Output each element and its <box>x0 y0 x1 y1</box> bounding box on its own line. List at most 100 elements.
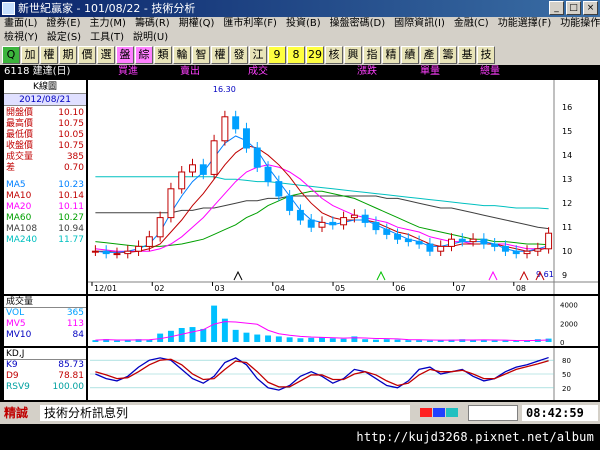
toolbar-button[interactable]: 籌 <box>439 46 457 64</box>
toolbar-button[interactable]: 類 <box>154 46 172 64</box>
menu-item[interactable]: 國際資訊(I) <box>394 18 445 29</box>
progress-field <box>468 405 518 421</box>
menu-item[interactable]: 證券(E) <box>46 18 81 29</box>
status-brand: 精誠 <box>4 405 34 421</box>
info-row: MV5 113 <box>4 319 86 330</box>
toolbar-button[interactable]: 價 <box>78 46 96 64</box>
volume-bar <box>254 334 261 342</box>
menu-item[interactable]: 主力(M) <box>89 18 126 29</box>
candle-body <box>189 164 196 173</box>
kd-line-d9 <box>95 358 549 388</box>
volume-bar <box>135 339 142 342</box>
volume-bar <box>114 340 120 342</box>
signal-triangle <box>376 270 386 281</box>
connection-indicator <box>420 408 458 417</box>
candle-body <box>91 250 99 253</box>
toolbar-button[interactable]: 指 <box>363 46 381 64</box>
close-button[interactable]: × <box>583 1 598 15</box>
menu-item[interactable]: 匯市利率(F) <box>223 18 277 29</box>
toolbar-button[interactable]: 產 <box>420 46 438 64</box>
toolbar-button[interactable]: 技 <box>477 46 495 64</box>
info-row: VOL 365 <box>4 308 86 319</box>
candle-body <box>415 241 423 245</box>
menu-item[interactable]: 工具(T) <box>90 32 124 43</box>
info-label: MA10 <box>6 191 32 201</box>
candle-body <box>329 221 337 226</box>
menu-item[interactable]: 投資(B) <box>285 18 321 29</box>
toolbar-button[interactable]: 權 <box>40 46 58 64</box>
volume-panel-title: 成交量 <box>4 296 86 308</box>
candlestick-chart[interactable]: 16 15 14 13 12 11 10 9 12/01 02 03 04 05 06 07 08 16.30 9… <box>88 80 598 294</box>
menu-item[interactable]: 檢視(Y) <box>4 32 38 43</box>
toolbar-button[interactable]: 選 <box>97 46 115 64</box>
menu-item[interactable]: 金融(C) <box>453 18 489 29</box>
toolbar-button[interactable]: 興 <box>344 46 362 64</box>
menu-item[interactable]: 說明(U) <box>133 32 169 43</box>
toolbar-button[interactable]: 權 <box>211 46 229 64</box>
info-value: 10.75 <box>58 141 84 151</box>
toolbar-button[interactable]: 盤 <box>116 46 134 64</box>
menu-item[interactable]: 功能選擇(F) <box>497 18 552 29</box>
toolbar-button[interactable]: 核 <box>325 46 343 64</box>
info-row: K9 85.73 <box>4 360 86 371</box>
toolbar-button[interactable]: 29 <box>306 46 324 64</box>
info-value: 10.11 <box>58 202 84 212</box>
info-row: 開盤價 10.10 <box>4 108 86 119</box>
toolbar-button[interactable]: 8 <box>287 46 305 64</box>
maximize-button[interactable]: □ <box>566 1 581 15</box>
toolbar-button[interactable]: 輪 <box>173 46 191 64</box>
toolbar-button[interactable]: 精 <box>382 46 400 64</box>
menu-item[interactable]: 畫面(L) <box>4 18 38 29</box>
volume-bar <box>124 340 131 342</box>
info-label: 收盤價 <box>6 141 34 151</box>
volume-chart[interactable]: 4000 2000 0 <box>88 296 598 346</box>
volume-bar <box>297 338 304 342</box>
x-tick-label: 12/01 <box>94 284 117 293</box>
volume-bar <box>200 328 207 342</box>
volume-bar <box>394 339 401 342</box>
menu-item[interactable]: 設定(S) <box>46 32 82 43</box>
menu-item[interactable]: 功能操作(E) <box>560 18 600 29</box>
candle-body <box>167 188 175 219</box>
candle-body <box>383 229 391 235</box>
menu-item[interactable]: 操盤密碼(D) <box>329 18 386 29</box>
x-tick-label: 05 <box>335 284 345 293</box>
volume-bar <box>351 336 358 342</box>
menu-item[interactable]: 期權(Q) <box>178 18 215 29</box>
kd-chart[interactable]: 80 50 20 <box>88 348 598 400</box>
candle-body <box>448 238 455 247</box>
candle-body <box>113 253 121 256</box>
toolbar: Q 加權期價選盤綜類輪智權發江 9 8 29 核興指精績產籌基技 <box>0 45 600 65</box>
menu-item[interactable]: 籌碼(R) <box>134 18 170 29</box>
candle-body <box>135 245 143 252</box>
signal-triangle <box>233 270 243 281</box>
volume-bar <box>383 339 390 342</box>
toolbar-button[interactable]: 期 <box>59 46 77 64</box>
candle-body <box>264 166 272 183</box>
panel-title: K線圖 <box>4 80 86 94</box>
toolbar-button[interactable]: 綜 <box>135 46 153 64</box>
info-label: VOL <box>6 308 25 318</box>
low-annotation: 9.61 <box>536 270 554 279</box>
toolbar-button[interactable]: 江 <box>249 46 267 64</box>
toolbar-button[interactable]: 基 <box>458 46 476 64</box>
candle-body <box>253 147 261 168</box>
window-controls: _ □ × <box>549 1 598 15</box>
candle-body <box>404 238 412 243</box>
info-value: 10.75 <box>58 119 84 129</box>
volume-bar <box>416 340 423 342</box>
toolbar-button[interactable]: 9 <box>268 46 286 64</box>
minimize-button[interactable]: _ <box>549 1 564 15</box>
quote-header: 6118 建達(日) 買進 賣出 成交 漲跌 單量 總量 <box>0 65 600 79</box>
info-row: 最低價 10.05 <box>4 130 86 141</box>
toolbar-button[interactable]: 智 <box>192 46 210 64</box>
y-tick-label: 11 <box>562 223 572 232</box>
info-value: 85.73 <box>58 360 84 370</box>
search-button[interactable]: Q <box>2 46 20 64</box>
watermark-footer: http://kujd3268.pixnet.net/album <box>0 424 600 450</box>
toolbar-button[interactable]: 加 <box>21 46 39 64</box>
toolbar-button[interactable]: 發 <box>230 46 248 64</box>
info-value: 10.10 <box>58 108 84 118</box>
candle-body <box>199 164 207 175</box>
toolbar-button[interactable]: 績 <box>401 46 419 64</box>
